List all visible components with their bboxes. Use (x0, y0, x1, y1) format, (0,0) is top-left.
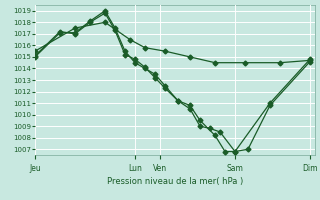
X-axis label: Pression niveau de la mer( hPa ): Pression niveau de la mer( hPa ) (107, 177, 243, 186)
